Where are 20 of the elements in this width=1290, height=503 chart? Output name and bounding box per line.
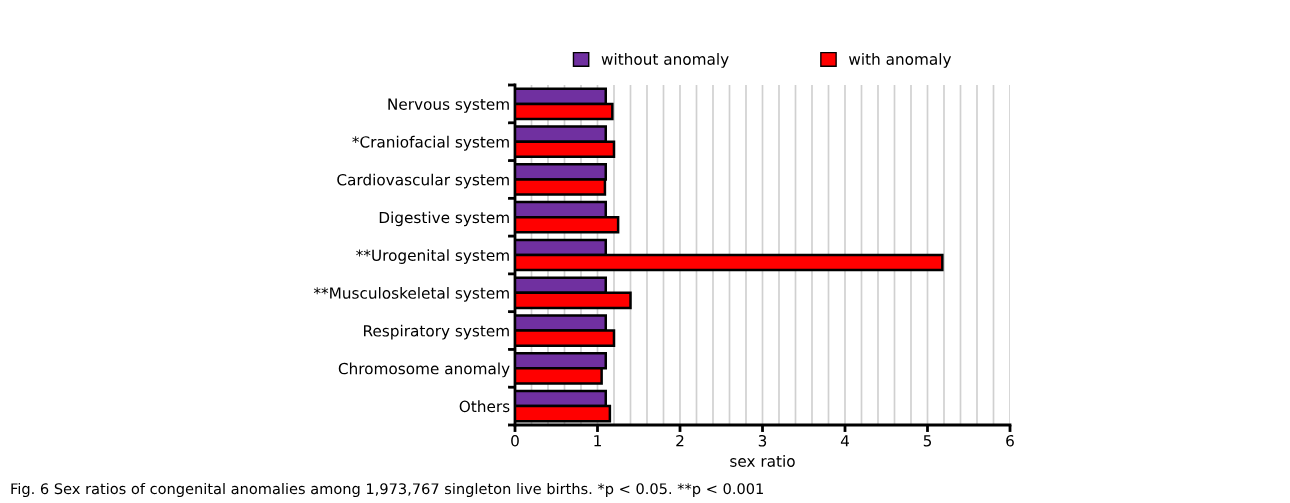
x-tick-label: 0: [511, 434, 519, 447]
x-tick-label: 1: [594, 435, 601, 447]
legend-label: without anomaly: [601, 53, 729, 68]
y-tick-label: *Craniofacial system: [352, 135, 509, 151]
caption: Fig. 6 Sex ratios of congenital anomalies among 1,973,767 singleton live births. *p < 0.05. **p < 0.001: [11, 482, 763, 498]
x-tick-label: 3: [758, 434, 767, 447]
y-tick-label: Others: [459, 400, 510, 413]
x-axis-title: sex ratio: [730, 455, 795, 467]
y-tick-label: Nervous system: [388, 98, 509, 113]
x-tick-label: 5: [923, 435, 932, 447]
y-tick-label: **Urogenital system: [356, 249, 509, 264]
x-tick-label: 2: [676, 434, 684, 447]
x-tick-label: 6: [1006, 434, 1014, 447]
y-tick-label: Cardiovascular system: [337, 173, 509, 189]
y-tick-label: Digestive system: [379, 211, 509, 227]
y-tick-label: Chromosome anomaly: [338, 362, 510, 378]
y-tick-label: **Musculoskeletal system: [313, 286, 509, 302]
y-tick-label: Respiratory system: [364, 324, 509, 340]
legend-label: with anomaly: [848, 53, 952, 68]
x-tick-label: 4: [840, 435, 849, 447]
